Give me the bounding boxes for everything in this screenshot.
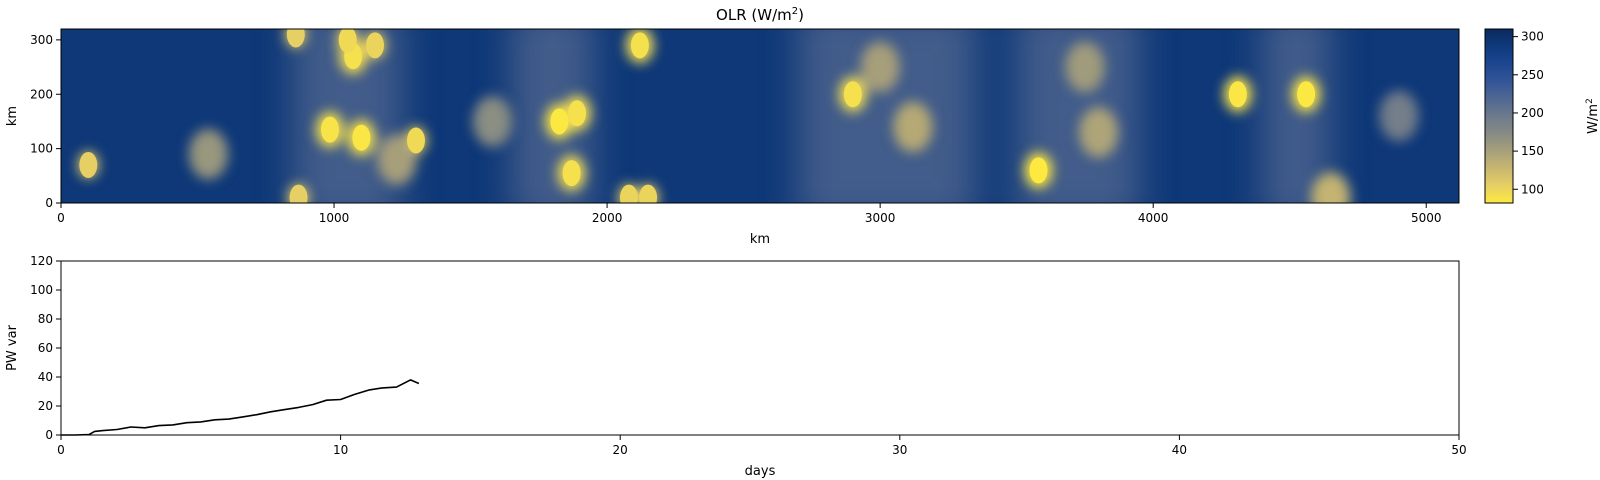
convective-cell (1311, 172, 1351, 203)
y-tick-label: 20 (38, 399, 53, 413)
convective-cell-core (289, 184, 308, 203)
x-tick-label: 1000 (319, 211, 350, 225)
x-tick-label: 0 (57, 211, 65, 225)
y-tick-label: 100 (30, 142, 53, 156)
colorbar-tick-label: 150 (1521, 144, 1544, 158)
convective-cell (1065, 41, 1105, 93)
y-tick-label: 0 (45, 428, 53, 442)
y-tick-label: 100 (30, 283, 53, 297)
heatmap-xlabel: km (750, 232, 770, 247)
heatmap-background (61, 29, 1459, 203)
heatmap-ylabel: km (5, 106, 20, 126)
convective-cell-core (639, 184, 658, 203)
line-axes: 0 10 20 30 40 50 0 20 40 60 80 100 120 (30, 254, 1467, 457)
convective-cell (188, 128, 229, 180)
convective-cell-core (338, 29, 357, 53)
convective-cell-core (366, 32, 385, 59)
y-tick-label: 200 (30, 87, 53, 101)
colorbar-axes: 100 150 200 250 300 (1513, 30, 1544, 196)
convective-cell-core (619, 184, 638, 203)
heatmap-title-end: ) (798, 6, 804, 24)
convective-band (798, 29, 976, 203)
convective-cell-core (568, 100, 587, 127)
colorbar-tick-label: 300 (1521, 30, 1544, 44)
line-plot-background (61, 261, 1459, 435)
x-tick-label: 30 (892, 443, 907, 457)
heatmap-axes: 0 1000 2000 3000 4000 5000 0 100 200 300 (30, 33, 1441, 225)
convective-cell-core (352, 124, 371, 151)
heatmap-plot-area (61, 29, 1459, 203)
heatmap-title-text: OLR (W/m (716, 6, 792, 24)
x-tick-label: 3000 (865, 211, 896, 225)
colorbar-label-text: W/m (1586, 104, 1600, 134)
heatmap-frame (60, 28, 1460, 204)
convective-cell-core (79, 151, 98, 178)
x-tick-label: 50 (1451, 443, 1466, 457)
colorbar-label: W/m2 (1585, 98, 1600, 134)
x-tick-label: 20 (613, 443, 628, 457)
convective-cell-core (550, 108, 569, 135)
x-tick-label: 5000 (1411, 211, 1442, 225)
heatmap-title: OLR (W/m2) (716, 6, 804, 24)
x-tick-label: 2000 (592, 211, 623, 225)
y-tick-label: 40 (38, 370, 53, 384)
line-xlabel: days (745, 464, 776, 479)
convective-cell-core (320, 116, 339, 143)
convective-cell (1379, 90, 1419, 142)
convective-cell-core (843, 81, 862, 108)
convective-cell-core (1228, 81, 1247, 108)
convective-cell (377, 134, 417, 185)
convective-cell-core (406, 127, 425, 154)
colorbar-tick-label: 250 (1521, 68, 1544, 82)
colorbar-tick-label: 200 (1521, 106, 1544, 120)
x-tick-label: 40 (1172, 443, 1187, 457)
y-tick-label: 120 (30, 254, 53, 268)
colorbar-label-sup: 2 (1585, 98, 1595, 104)
x-tick-label: 0 (57, 443, 65, 457)
y-tick-label: 60 (38, 341, 53, 355)
x-tick-label: 10 (333, 443, 348, 457)
convective-cell-core (286, 29, 305, 48)
y-tick-label: 80 (38, 312, 53, 326)
convective-cell (1078, 107, 1119, 158)
x-tick-label: 4000 (1138, 211, 1169, 225)
colorbar (1484, 28, 1514, 204)
convective-cell (860, 41, 900, 93)
convective-band (1016, 29, 1140, 203)
convective-cell-core (1297, 81, 1316, 108)
convective-cell (472, 96, 513, 147)
line-plot-area (61, 379, 420, 436)
convective-cell-core (562, 160, 581, 187)
line-ylabel: PW var (5, 324, 20, 370)
convective-band (1262, 29, 1331, 203)
convective-cell-core (630, 32, 649, 59)
colorbar-tick-label: 100 (1521, 182, 1544, 196)
y-tick-label: 300 (30, 33, 53, 47)
convective-cell-core (1029, 157, 1048, 184)
series-line-pw-var (61, 379, 420, 436)
heatmap-title-sup: 2 (792, 6, 798, 17)
y-tick-label: 0 (45, 196, 53, 210)
convective-cell (893, 101, 933, 153)
